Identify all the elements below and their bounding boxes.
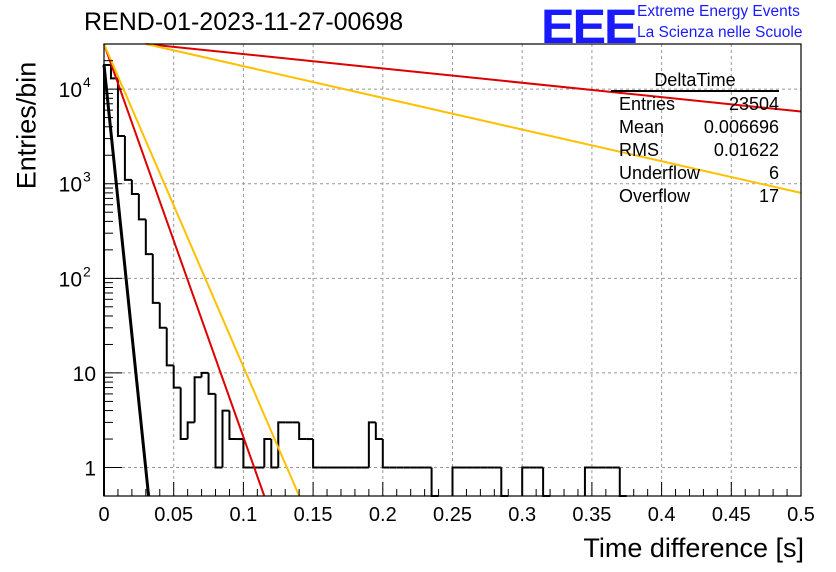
histogram-series [103,63,627,497]
histogram-bin [270,439,279,469]
x-tick-label: 0.25 [433,504,472,526]
y-tick-label: 10 [59,79,82,102]
x-tick-label: 0.1 [229,504,257,526]
x-axis-title: Time difference [s] [583,533,804,563]
fit-curve [145,43,802,113]
histogram-bin [165,327,174,367]
histogram-bin [430,467,439,497]
stats-value: 6 [768,163,779,183]
stats-label: RMS [619,140,659,160]
histogram-bin [374,422,383,441]
histogram-bin [298,422,307,441]
histogram-bin [542,467,551,497]
y-tick-exponent: 4 [83,74,91,90]
stats-value: 0.006696 [703,117,779,137]
y-tick-label: 10 [59,174,82,197]
histogram-bin [130,179,139,195]
fit-curve [102,64,151,497]
y-tick-label: 10 [59,268,82,291]
x-tick-label: 0.2 [369,504,397,526]
fit-curves [102,43,802,497]
eee-logo: EEE [541,1,638,54]
x-tick-label: 0.3 [508,504,536,526]
histogram-bin [123,135,132,181]
histogram-bin [151,254,160,304]
x-tick-label: 0.05 [154,504,193,526]
stats-box: DeltaTime Entries 23504 Mean 0.006696 RM… [611,70,779,206]
x-tick-label: 0.35 [572,504,611,526]
histogram-bin [242,439,251,469]
histogram-bin [367,421,376,468]
histogram-bin [521,466,530,496]
histogram-bin [500,467,509,497]
histogram-bin [214,393,223,469]
x-tick-labels: 0 0.05 0.1 0.15 0.2 0.25 0.3 0.35 0.4 0.45 0.5 [98,504,814,526]
histogram-bin [312,439,321,469]
histogram-bin [158,302,167,329]
histogram-bin [263,438,272,468]
x-tick-label: 0 [98,504,109,526]
stats-label: Entries [619,94,676,114]
histogram-bin [381,439,390,469]
fit-curve [103,43,266,497]
y-tick-label: 1 [84,458,96,481]
stats-value: 17 [758,186,779,206]
histogram-bin [451,466,460,496]
histogram-bin [618,467,627,497]
y-axis-title: Entries/bin [11,61,42,190]
histogram-bin [144,219,153,256]
stats-row-rms: RMS 0.01622 [619,140,779,162]
histogram-bin [207,372,216,395]
histogram-bin [277,421,286,468]
x-tick-label: 0.45 [712,504,751,526]
stats-box-title: DeltaTime [654,70,736,90]
fit-curve [145,43,802,194]
histogram-bin [200,371,209,378]
axis-ticks [103,43,802,496]
y-tick-exponent: 2 [83,263,91,279]
y-tick-label: 10 [73,363,96,386]
stats-row-overflow: Overflow 17 [619,186,779,208]
x-tick-label: 0.5 [787,504,815,526]
stats-row-underflow: Underflow 6 [619,163,779,185]
histogram-bin [179,387,188,441]
histogram-bin [172,365,181,389]
fit-curve [103,43,301,497]
y-tick-exponent: 3 [83,169,91,185]
histogram-bin [583,466,592,496]
stats-value: 23504 [728,94,779,114]
run-title: REND-01-2023-11-27-00698 [84,8,404,36]
stats-label: Underflow [619,163,701,183]
x-tick-label: 0.4 [648,504,676,526]
histogram-bin [137,193,146,221]
histogram-bin [186,421,195,440]
stats-value: 0.01622 [713,140,779,160]
logo-line-2: La Scienza nelle Scuole [637,24,803,41]
histogram-bin [221,409,230,468]
histogram-bin [116,78,125,137]
stats-row-mean: Mean 0.006696 [619,117,779,139]
x-tick-label: 0.15 [294,504,333,526]
logo-line-1: Extreme Energy Events [637,3,800,20]
stats-label: Mean [619,117,665,137]
histogram-bin [228,410,237,441]
histogram-bin [193,376,202,423]
stats-label: Overflow [619,186,691,206]
stats-row-entries: Entries 23504 [619,94,779,116]
